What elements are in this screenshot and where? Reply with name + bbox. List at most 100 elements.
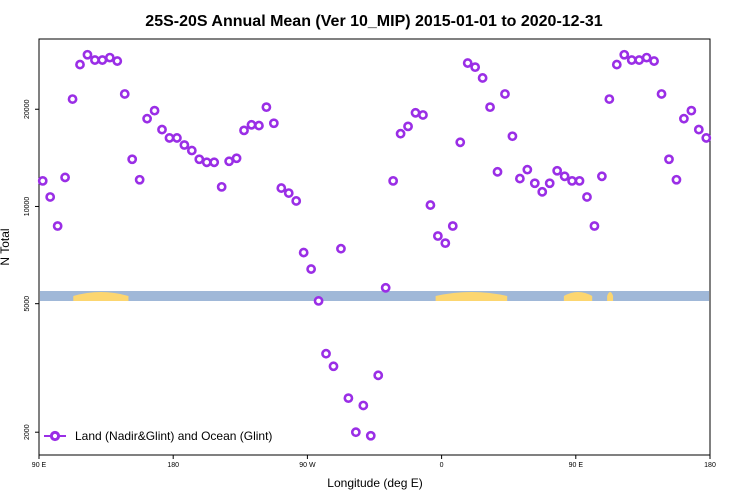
data-point bbox=[201, 157, 212, 168]
data-point bbox=[470, 62, 481, 73]
data-point bbox=[209, 157, 220, 168]
data-point bbox=[679, 113, 689, 124]
data-point bbox=[157, 124, 167, 135]
data-point bbox=[268, 118, 279, 129]
legend: Land (Nadir&Glint) and Ocean (Glint) bbox=[44, 429, 272, 443]
data-point bbox=[500, 89, 510, 99]
data-point bbox=[507, 131, 518, 142]
x-tick-label: 180 bbox=[704, 462, 716, 469]
data-point bbox=[559, 171, 570, 182]
data-point bbox=[313, 296, 324, 306]
data-point bbox=[447, 221, 458, 231]
data-point bbox=[82, 49, 93, 60]
x-axis-label: Longitude (deg E) bbox=[327, 476, 422, 490]
data-point bbox=[619, 49, 630, 60]
data-point bbox=[701, 133, 712, 143]
data-point bbox=[336, 243, 346, 254]
data-point bbox=[686, 105, 697, 116]
land-segment bbox=[563, 292, 593, 301]
data-point bbox=[216, 181, 227, 192]
data-point bbox=[239, 125, 249, 136]
data-point bbox=[641, 52, 652, 63]
plot-frame bbox=[38, 38, 711, 456]
data-points bbox=[37, 49, 712, 441]
data-point bbox=[112, 56, 123, 66]
data-point bbox=[514, 173, 525, 184]
data-point bbox=[246, 119, 257, 130]
data-point bbox=[306, 264, 317, 274]
data-point bbox=[693, 124, 704, 135]
land-segment bbox=[73, 292, 129, 301]
x-tick-label: 180 bbox=[167, 462, 179, 469]
data-point bbox=[291, 196, 302, 206]
data-point bbox=[179, 140, 190, 150]
data-point bbox=[172, 133, 182, 143]
data-point bbox=[186, 145, 197, 156]
legend-marker bbox=[49, 430, 61, 442]
data-point bbox=[149, 105, 160, 116]
data-point bbox=[604, 94, 615, 104]
data-point bbox=[522, 164, 533, 175]
data-point bbox=[75, 59, 85, 70]
axes: 90 E 180 90 W 0 90 E 180 2000 5000 10000 20000 bbox=[24, 99, 716, 469]
x-tick-label: 90 E bbox=[569, 462, 584, 469]
data-point bbox=[589, 221, 600, 231]
ocean-band bbox=[40, 291, 709, 301]
legend-label: Land (Nadir&Glint) and Ocean (Glint) bbox=[75, 429, 272, 443]
data-point bbox=[45, 192, 56, 202]
data-point bbox=[671, 174, 682, 185]
data-point bbox=[224, 156, 235, 167]
data-point bbox=[537, 186, 548, 197]
data-point bbox=[418, 110, 428, 120]
data-point bbox=[298, 247, 309, 258]
data-point bbox=[440, 238, 451, 249]
land-segment bbox=[607, 292, 614, 301]
data-point bbox=[425, 200, 436, 210]
data-point bbox=[127, 154, 138, 165]
x-tick-label: 90 W bbox=[299, 462, 316, 469]
data-point bbox=[626, 55, 637, 65]
data-point bbox=[119, 89, 130, 99]
data-point bbox=[90, 55, 100, 65]
data-point bbox=[52, 221, 63, 231]
data-point bbox=[231, 153, 242, 164]
data-point bbox=[552, 165, 563, 176]
y-axis-label: N Total bbox=[0, 228, 12, 265]
data-point bbox=[261, 102, 272, 113]
data-point bbox=[455, 137, 466, 148]
data-point bbox=[104, 52, 115, 63]
data-point bbox=[611, 59, 622, 70]
y-tick-label: 5000 bbox=[24, 296, 31, 312]
data-point bbox=[634, 55, 645, 65]
data-point bbox=[388, 175, 399, 186]
data-point bbox=[343, 393, 354, 404]
data-point bbox=[365, 430, 376, 441]
data-point bbox=[596, 171, 607, 182]
data-point bbox=[194, 154, 205, 165]
data-point bbox=[373, 370, 384, 381]
data-point bbox=[485, 102, 495, 113]
data-point bbox=[283, 188, 294, 198]
data-point bbox=[60, 172, 70, 183]
data-point bbox=[395, 128, 406, 139]
data-point bbox=[254, 120, 264, 131]
data-point bbox=[664, 154, 674, 165]
data-point bbox=[164, 133, 175, 143]
y-tick-label: 2000 bbox=[24, 424, 31, 440]
data-point bbox=[656, 89, 667, 99]
x-tick-label: 90 E bbox=[32, 462, 47, 469]
data-point bbox=[403, 121, 413, 132]
data-point bbox=[567, 175, 577, 186]
data-point bbox=[462, 58, 473, 68]
data-point bbox=[529, 178, 540, 189]
data-point bbox=[134, 174, 145, 185]
data-point bbox=[582, 192, 592, 202]
x-tick-label: 0 bbox=[440, 462, 444, 469]
data-point bbox=[276, 183, 287, 193]
data-point bbox=[649, 56, 659, 66]
data-point bbox=[410, 107, 421, 118]
data-point bbox=[574, 175, 585, 186]
data-point bbox=[67, 94, 78, 104]
data-point bbox=[328, 361, 339, 372]
